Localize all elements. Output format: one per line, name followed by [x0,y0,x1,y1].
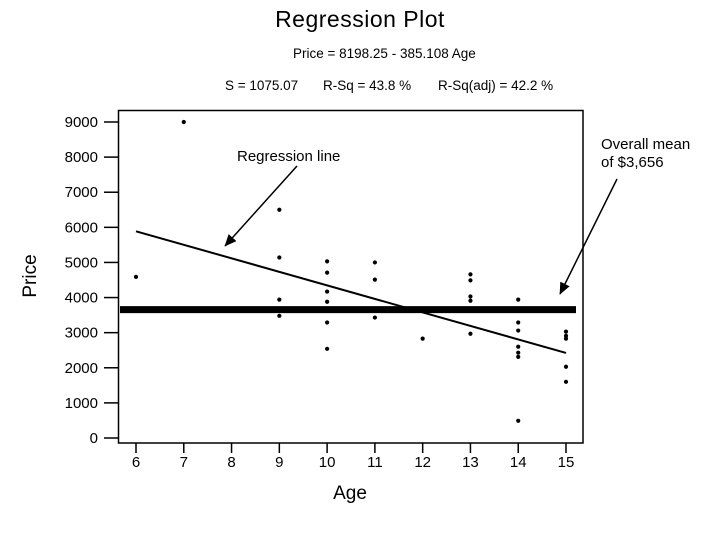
y-tick-label: 0 [90,430,98,447]
overall-mean-annotation: Overall mean of $3,656 [601,136,690,172]
y-axis-title: Price [20,254,41,298]
y-tick-label: 4000 [65,290,98,307]
data-point [468,294,473,299]
y-tick-label: 2000 [65,360,98,377]
data-point [468,272,473,277]
data-point [516,328,521,333]
data-point [563,336,569,341]
mean-annotation-arrow [559,178,618,295]
data-point [420,336,425,341]
x-tick-label: 12 [414,454,431,471]
y-tick-label: 1000 [65,395,98,412]
data-point [516,297,521,302]
data-point [516,350,521,355]
data-point [516,354,521,359]
data-point [325,320,330,325]
y-tick-label: 8000 [65,149,98,166]
data-point [563,329,569,334]
y-tick-label: 9000 [65,114,98,131]
x-tick-label: 9 [275,454,283,471]
data-point [277,313,282,318]
data-point [325,346,330,351]
regression-line [135,230,567,354]
data-point [277,207,282,212]
data-point [372,260,377,265]
stat-r-squared: R-Sq = 43.8 % [323,78,412,93]
chart-title: Regression Plot [275,6,445,32]
stat-s: S = 1075.07 [225,78,299,93]
data-point [181,119,186,125]
data-point [325,270,330,275]
regression-equation: Price = 8198.25 - 385.108 Age [293,46,476,61]
x-tick-label: 11 [367,454,383,471]
x-tick-label: 13 [462,454,479,471]
x-tick-label: 6 [132,454,140,471]
x-tick-label: 7 [180,454,188,471]
regression-line-annotation-text: Regression line [237,148,341,165]
overall-mean-annotation-line1: Overall mean [601,136,691,153]
x-axis-title: Age [333,483,367,504]
x-tick-label: 10 [319,454,336,471]
stat-r-squared-adj: R-Sq(adj) = 42.2 % [438,78,554,93]
y-tick-label: 5000 [65,254,98,271]
data-point [563,364,569,369]
data-point [277,255,282,260]
x-tick-label: 14 [510,454,527,471]
data-point [516,418,521,423]
data-point [563,379,569,384]
data-point [516,344,521,349]
y-tick-label: 6000 [65,219,98,236]
x-tick-label: 15 [558,454,575,471]
data-point [468,298,473,303]
y-tick-label: 3000 [65,325,98,342]
y-tick-label: 7000 [65,184,98,201]
data-point [468,331,473,336]
data-point [372,315,377,320]
overall-mean-annotation-line2: of $3,656 [601,154,664,171]
x-tick-label: 8 [227,454,235,471]
regression-line-annotation: Regression line [237,148,340,166]
regression-annotation-arrow [224,165,298,247]
data-point [325,299,330,304]
data-point [277,297,282,302]
data-point [372,277,377,282]
data-point [325,259,330,264]
data-point [516,320,521,325]
data-point [133,274,139,279]
plot-box [117,109,584,444]
data-point [325,289,330,294]
data-point [468,278,473,283]
